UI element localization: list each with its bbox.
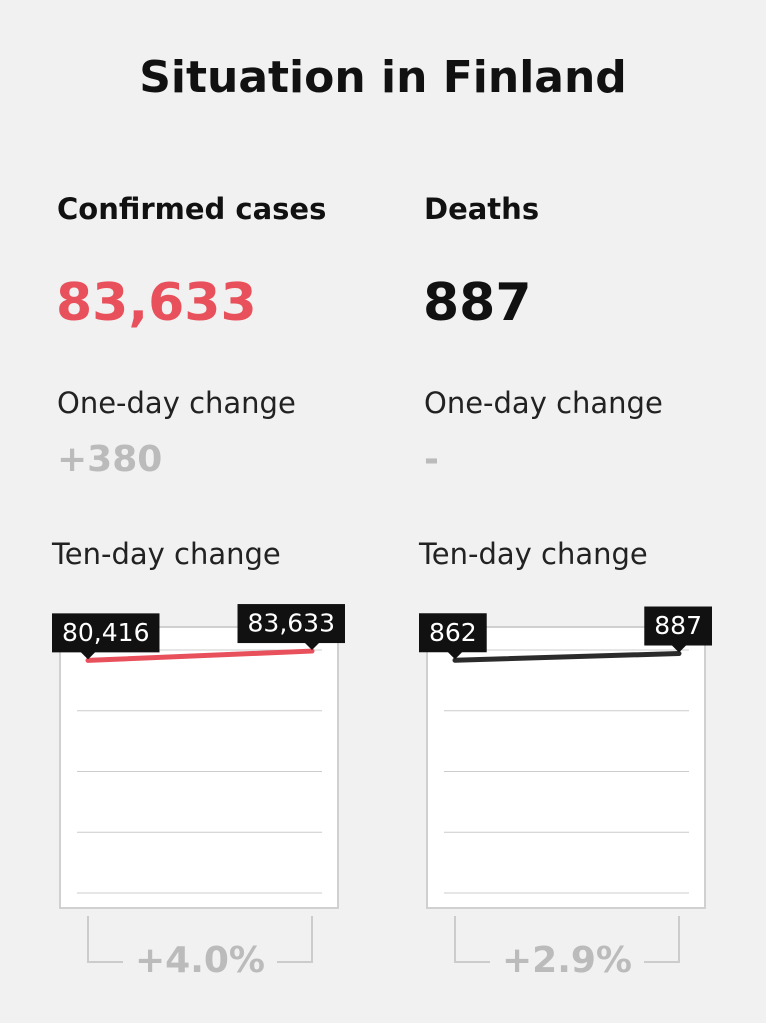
value-tag-pointer bbox=[447, 651, 463, 660]
change-label: One-day change bbox=[424, 386, 663, 420]
bracket-left bbox=[87, 916, 123, 963]
value-label: 83,633 bbox=[248, 609, 335, 638]
stat-label: Deaths bbox=[424, 192, 539, 226]
stat-panel: Confirmed cases 83,633 One-day change +380 T… bbox=[51, 192, 345, 981]
bracket-left bbox=[454, 916, 490, 963]
ten-day-label: Ten-day change bbox=[51, 537, 281, 571]
stat-label: Confirmed cases bbox=[57, 192, 326, 226]
value-label: 80,416 bbox=[62, 618, 149, 647]
one-day-change: +380 bbox=[57, 439, 162, 480]
ten-day-change: +4.0% bbox=[135, 940, 265, 981]
one-day-change: - bbox=[424, 439, 439, 480]
value-tag-pointer bbox=[304, 642, 320, 651]
value-tag: 80,416 bbox=[52, 613, 160, 660]
value-tag-pointer bbox=[671, 644, 687, 653]
ten-day-change: +2.9% bbox=[502, 940, 632, 981]
value-tag: 83,633 bbox=[237, 604, 345, 651]
stat-panel: Deaths 887 One-day change - Ten-day change 86… bbox=[418, 192, 712, 981]
value-tag-box bbox=[644, 606, 712, 646]
line bbox=[85, 648, 315, 663]
value-tag: 887 bbox=[644, 606, 712, 653]
line bbox=[452, 651, 682, 663]
value-tag-box bbox=[419, 613, 487, 653]
chart-box bbox=[426, 626, 706, 909]
value-tag-box bbox=[237, 604, 345, 644]
stat-total: 83,633 bbox=[56, 273, 257, 333]
value-label: 887 bbox=[654, 611, 702, 640]
stat-total: 887 bbox=[423, 273, 532, 333]
bracket-right bbox=[277, 916, 313, 963]
value-label: 862 bbox=[429, 618, 477, 647]
chart-box bbox=[59, 626, 339, 909]
ten-day-label: Ten-day change bbox=[418, 537, 648, 571]
page-title: Situation in Finland bbox=[139, 52, 627, 103]
value-tag-box bbox=[52, 613, 160, 653]
change-label: One-day change bbox=[57, 386, 296, 420]
bracket-right bbox=[644, 916, 680, 963]
value-tag-pointer bbox=[80, 651, 96, 660]
value-tag: 862 bbox=[419, 613, 487, 660]
